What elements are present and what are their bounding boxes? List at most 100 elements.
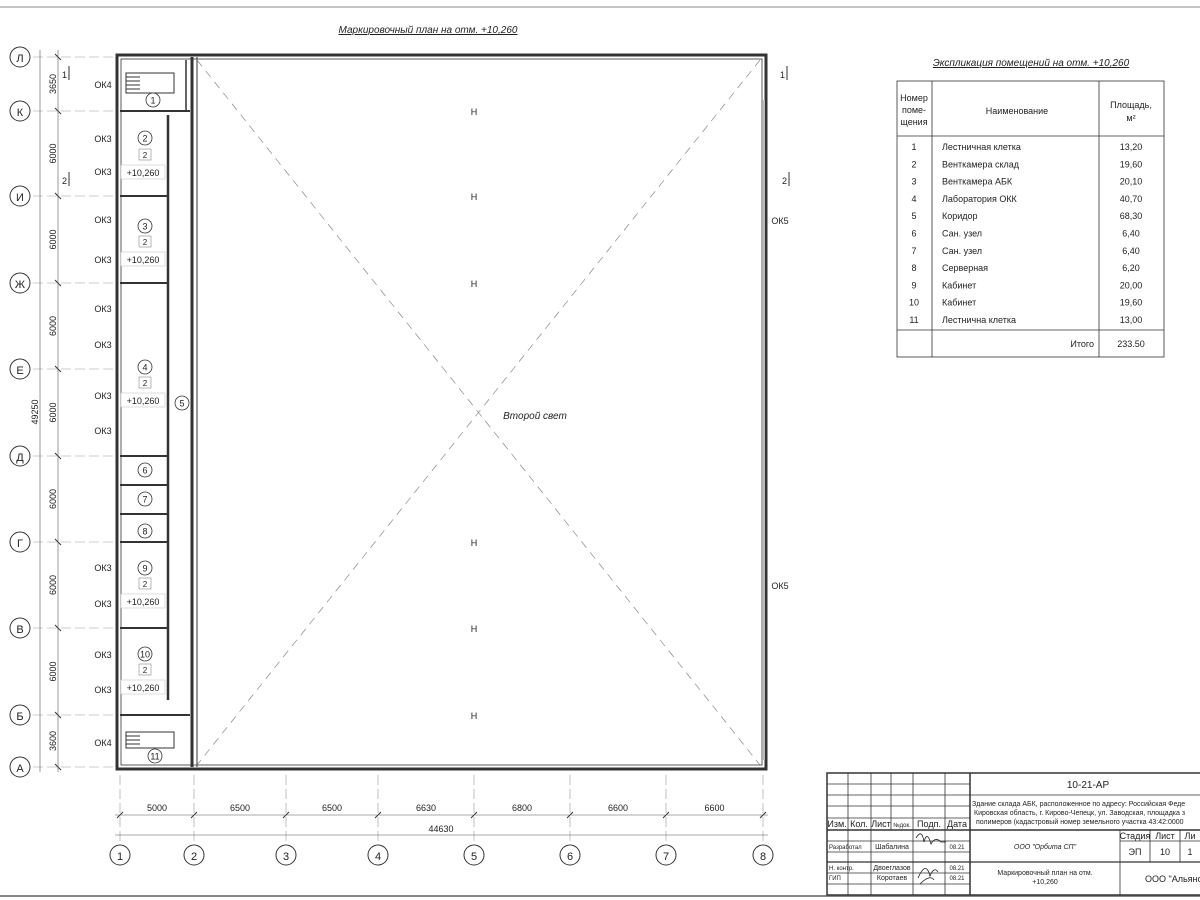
- explication-room-name: Кабинет: [942, 280, 976, 290]
- signature-date: 08.21: [949, 876, 965, 882]
- axis-bubble: [275, 844, 297, 866]
- explication-room-name: Кабинет: [942, 298, 976, 308]
- plan-title: Маркировочный план на отм. +10,260: [339, 25, 518, 36]
- axis-label-col: 5: [471, 851, 477, 863]
- explication-room-area: 68,30: [1120, 211, 1143, 221]
- room-number-bubble: [137, 130, 153, 146]
- axis-bubble: [9, 617, 31, 639]
- row-dim-value: 6000: [48, 316, 58, 336]
- room-elevation: +10,260: [127, 396, 160, 406]
- title-block-header: Изм.: [827, 819, 846, 829]
- axis-label-col: 7: [663, 851, 669, 863]
- explication-room-name: Лаборатория ОКК: [942, 194, 1018, 204]
- axis-bubble: [109, 844, 131, 866]
- explication-room-area: 6,40: [1122, 229, 1140, 239]
- row-dim-value: 6000: [48, 575, 58, 595]
- title-block-header: Лист: [871, 819, 891, 829]
- room-number: 1: [150, 96, 155, 106]
- explication-room-number: 9: [911, 280, 916, 290]
- room-number-bubble: [137, 523, 153, 539]
- role-label: Разработал: [829, 845, 862, 851]
- sheets-label: Ли: [1185, 831, 1196, 841]
- section-mark: 2: [782, 176, 787, 186]
- explication-room-number: 1: [911, 142, 916, 152]
- explication-room-name: Венткамера склад: [942, 159, 1020, 169]
- title-block-header: №док.: [893, 822, 911, 829]
- explication-title: Экспликация помещений на отм. +10,260: [933, 58, 1130, 69]
- axis-bubble: [9, 756, 31, 778]
- room-number: 6: [142, 466, 147, 476]
- column-mark: H: [471, 107, 478, 117]
- room-number-bubble: [137, 646, 153, 662]
- room-number-bubble: [137, 359, 153, 375]
- total-value: 233.50: [1117, 339, 1145, 349]
- row-dim-value: 3650: [48, 74, 58, 94]
- floor-tag-box: [138, 376, 152, 389]
- floor-tag: 2: [143, 666, 148, 675]
- explication-room-area: 20,10: [1120, 177, 1143, 187]
- address-line-1: Здание склада АБК, расположенное по адре…: [972, 800, 1185, 808]
- explication-room-area: 19,60: [1120, 298, 1143, 308]
- explication-room-number: 5: [911, 211, 916, 221]
- explication-room-number: 8: [911, 263, 916, 273]
- stage-value: ЭП: [1129, 847, 1142, 857]
- floor-tag-box: [138, 148, 152, 161]
- explication-room-number: 2: [911, 159, 916, 169]
- address-line-3: полимеров (кадастровый номер земельного …: [976, 818, 1184, 826]
- explication-room-name: Сан. узел: [942, 246, 982, 256]
- section-mark: 2: [62, 176, 67, 186]
- explication-room-name: Лестнична клетка: [942, 315, 1016, 325]
- person-name: Коротаев: [877, 875, 908, 882]
- room-number: 2: [142, 134, 147, 144]
- room-number: 5: [179, 399, 184, 409]
- elevation-box: [120, 593, 166, 609]
- floor-tag-box: [138, 663, 152, 676]
- explication-room-area: 6,20: [1122, 263, 1140, 273]
- project-code: 10-21-АР: [1067, 780, 1110, 791]
- window-mark: ОК3: [94, 255, 111, 265]
- axis-label-row: Е: [16, 365, 23, 377]
- axis-label-row: В: [16, 624, 23, 636]
- title-block-header: Кол.: [850, 819, 868, 829]
- window-mark: ОК3: [94, 391, 111, 401]
- elevation-box: [120, 164, 166, 180]
- title-block: [826, 772, 1200, 896]
- axis-label-col: 6: [567, 851, 573, 863]
- room-number: 4: [142, 363, 147, 373]
- axis-bubble: [9, 358, 31, 380]
- room-elevation: +10,260: [127, 597, 160, 607]
- person-name: Шабалина: [875, 843, 909, 851]
- room-number: 8: [142, 527, 147, 537]
- window-mark: ОК3: [94, 563, 111, 573]
- elevation-box: [120, 679, 166, 695]
- col-header-area: Площадь, м²: [1110, 100, 1152, 123]
- elevation-box: [120, 251, 166, 267]
- signature-date: 08.21: [949, 845, 965, 851]
- col-header-name: Наименование: [986, 106, 1048, 116]
- axis-bubble: [9, 272, 31, 294]
- room-number-bubble: [174, 395, 190, 411]
- explication-room-number: 6: [911, 229, 916, 239]
- window-mark: ОК3: [94, 599, 111, 609]
- room-number-bubble: [137, 491, 153, 507]
- room-number: 7: [142, 495, 147, 505]
- explication-room-area: 13,00: [1120, 315, 1143, 325]
- axis-label-row: И: [16, 192, 24, 204]
- col-dim-value: 6600: [608, 803, 628, 813]
- explication-room-area: 40,70: [1120, 194, 1143, 204]
- room-number: 9: [142, 564, 147, 574]
- col-dim-value: 6630: [416, 803, 436, 813]
- column-mark: H: [471, 279, 478, 289]
- window-mark: ОК3: [94, 340, 111, 350]
- floor-tag: 2: [143, 151, 148, 160]
- col-dim-value: 6500: [230, 803, 250, 813]
- window-mark: ОК3: [94, 304, 111, 314]
- col-dim-value: 6800: [512, 803, 532, 813]
- room-number: 10: [140, 650, 150, 660]
- window-mark: ОК5: [771, 216, 788, 226]
- window-mark: ОК5: [771, 581, 788, 591]
- floor-tag: 2: [143, 379, 148, 388]
- explication-room-name: Венткамера АБК: [942, 177, 1013, 187]
- axis-label-row: К: [17, 107, 24, 119]
